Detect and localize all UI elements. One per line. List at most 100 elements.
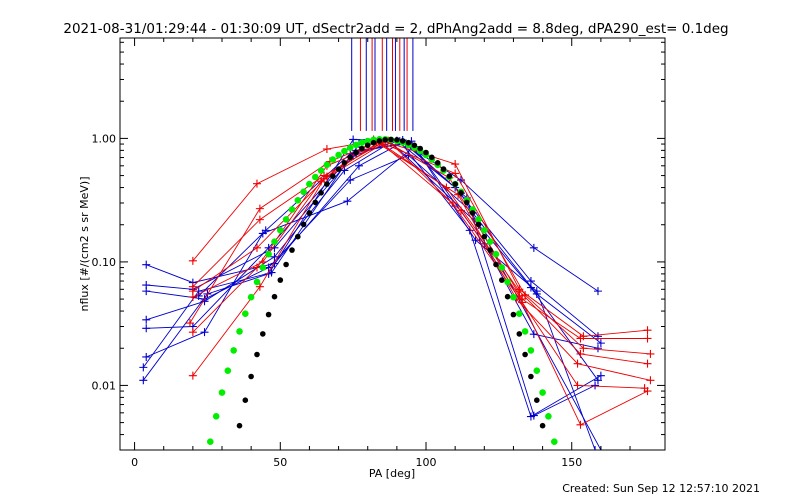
model-point-black xyxy=(248,373,254,380)
data-point-plus-blue xyxy=(526,283,535,292)
chart-title: 2021-08-31/01:29:44 - 01:30:09 UT, dSect… xyxy=(63,21,728,37)
data-point-plus-red xyxy=(573,381,582,390)
model-point-black xyxy=(458,190,464,196)
data-point-plus-red xyxy=(646,376,655,385)
model-point-green xyxy=(533,367,541,375)
data-point-plus-blue xyxy=(349,135,358,144)
y-axis-label: nflux [#/(cm2 s sr MeV)] xyxy=(78,177,91,312)
model-point-black xyxy=(493,261,499,268)
data-point-plus-red xyxy=(451,169,460,178)
model-point-green xyxy=(346,144,354,151)
model-point-black xyxy=(522,351,528,358)
model-point-green xyxy=(341,147,348,155)
model-point-black xyxy=(283,261,289,268)
data-point-plus-red xyxy=(646,349,655,358)
model-point-green xyxy=(475,216,482,223)
data-point-plus-red xyxy=(579,344,588,353)
data-point-plus-blue xyxy=(200,328,209,337)
data-point-plus-blue xyxy=(142,352,151,361)
data-point-plus-blue xyxy=(591,446,600,450)
data-point-plus-blue xyxy=(340,166,349,175)
model-point-black xyxy=(446,173,453,179)
model-point-black xyxy=(330,173,336,179)
series-line-red xyxy=(192,143,648,365)
model-point-black xyxy=(236,422,243,429)
model-point-black xyxy=(364,142,371,149)
model-point-green xyxy=(294,197,302,204)
data-point-plus-red xyxy=(255,215,264,224)
model-point-black xyxy=(440,166,447,172)
model-point-green xyxy=(335,151,342,159)
data-point-plus-blue xyxy=(194,291,203,300)
series-line-blue xyxy=(146,154,602,344)
model-point-black xyxy=(271,293,278,300)
model-point-green xyxy=(212,413,220,420)
data-layer xyxy=(139,38,655,450)
axes-layer: 0 50 100 150 0.01 0.10 1.00 xyxy=(92,38,665,469)
model-point-green xyxy=(242,310,249,318)
x-tick-label: 100 xyxy=(416,456,437,469)
model-point-black xyxy=(411,142,418,149)
model-point-green xyxy=(207,438,214,446)
data-point-plus-red xyxy=(188,371,197,380)
model-point-black xyxy=(399,138,406,144)
model-point-black xyxy=(469,210,476,216)
model-point-green xyxy=(521,328,529,335)
data-point-plus-blue xyxy=(261,226,270,235)
model-point-green xyxy=(282,216,290,223)
data-point-plus-blue xyxy=(343,197,352,206)
plot-area xyxy=(139,38,655,450)
model-point-black xyxy=(277,277,284,283)
model-point-green xyxy=(288,206,296,213)
model-point-black xyxy=(318,190,324,196)
model-point-green xyxy=(504,278,511,286)
data-point-plus-blue xyxy=(596,339,605,348)
y-tick-label: 1.00 xyxy=(92,132,117,145)
model-point-green xyxy=(259,264,267,271)
model-point-green xyxy=(486,238,494,245)
data-point-plus-blue xyxy=(142,324,151,333)
model-point-green xyxy=(271,238,278,245)
x-tick-label: 0 xyxy=(131,456,138,469)
model-point-black xyxy=(300,221,307,228)
model-point-green xyxy=(498,264,506,271)
series-line-blue xyxy=(146,141,599,381)
model-point-green xyxy=(352,141,360,149)
model-point-green xyxy=(329,156,337,163)
data-point-plus-blue xyxy=(591,381,600,390)
series-line-red xyxy=(192,141,648,426)
data-point-plus-blue xyxy=(529,243,538,252)
series-line-blue xyxy=(146,141,599,292)
plot-frame xyxy=(119,37,666,451)
series-line-blue xyxy=(146,143,596,417)
data-point-plus-red xyxy=(322,145,331,154)
data-point-plus-red xyxy=(643,359,652,368)
data-point-plus-red xyxy=(320,174,329,183)
data-point-plus-red xyxy=(643,334,652,343)
data-point-plus-blue xyxy=(139,363,148,372)
data-point-plus-red xyxy=(643,326,652,335)
data-point-plus-red xyxy=(643,387,652,396)
data-point-plus-red xyxy=(576,349,585,358)
model-point-green xyxy=(218,389,226,396)
data-point-plus-blue xyxy=(596,371,605,380)
model-point-black xyxy=(242,397,249,404)
model-point-green xyxy=(481,226,488,234)
data-point-plus-red xyxy=(188,256,197,265)
model-point-black xyxy=(534,397,540,404)
data-point-plus-blue xyxy=(593,287,602,296)
model-point-green xyxy=(323,161,331,169)
data-point-plus-blue xyxy=(593,344,602,353)
data-point-plus-red xyxy=(188,328,197,337)
data-point-plus-red xyxy=(255,282,264,291)
model-point-black xyxy=(289,247,295,253)
series-line-red xyxy=(192,140,645,389)
data-point-plus-red xyxy=(255,204,264,213)
model-point-green xyxy=(551,438,558,446)
model-point-green xyxy=(224,367,232,375)
model-point-green xyxy=(312,173,319,181)
model-point-green xyxy=(230,347,237,354)
model-point-black xyxy=(510,311,517,318)
series-line-red xyxy=(192,140,648,339)
